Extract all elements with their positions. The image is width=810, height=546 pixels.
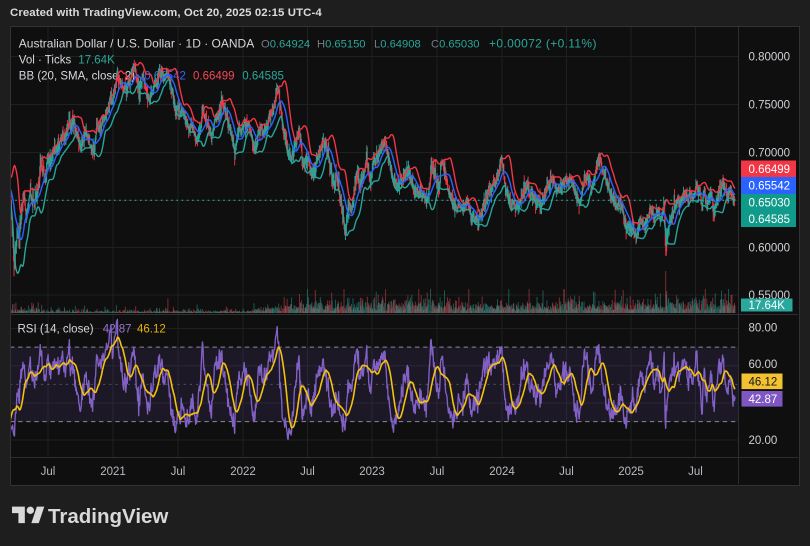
svg-text:2025: 2025 <box>618 466 644 478</box>
svg-text:0.66499: 0.66499 <box>193 70 235 82</box>
svg-text:Jul: Jul <box>41 466 56 478</box>
svg-text:42.87: 42.87 <box>749 394 778 406</box>
svg-text:Jul: Jul <box>171 466 186 478</box>
svg-text:0.64585: 0.64585 <box>749 214 791 226</box>
svg-text:0.75000: 0.75000 <box>749 100 791 112</box>
svg-text:2024: 2024 <box>489 466 515 478</box>
svg-text:Vol · Ticks 17.64K: Vol · Ticks 17.64K <box>19 55 115 67</box>
svg-text:0.65542: 0.65542 <box>749 181 791 193</box>
svg-text:Jul: Jul <box>559 466 574 478</box>
svg-text:17.64K: 17.64K <box>749 300 786 312</box>
svg-text:Australian Dollar / U.S. Dolla: Australian Dollar / U.S. Dollar · 1D · O… <box>19 37 254 51</box>
svg-text:80.00: 80.00 <box>749 323 778 335</box>
svg-text:0.64585: 0.64585 <box>242 70 284 82</box>
svg-text:2021: 2021 <box>100 466 126 478</box>
svg-text:+0.00072 (+0.11%): +0.00072 (+0.11%) <box>489 37 597 51</box>
svg-text:20.00: 20.00 <box>749 435 778 447</box>
svg-text:2022: 2022 <box>230 466 256 478</box>
svg-text:Jul: Jul <box>430 466 445 478</box>
svg-text:BB (20, SMA, close, 2): BB (20, SMA, close, 2) <box>19 70 135 82</box>
svg-text:0.80000: 0.80000 <box>749 52 791 64</box>
svg-text:Jul: Jul <box>688 466 703 478</box>
svg-text:0.65030: 0.65030 <box>749 197 791 209</box>
svg-text:O0.64924: O0.64924 <box>261 39 310 51</box>
svg-text:0.60000: 0.60000 <box>749 243 791 255</box>
svg-text:H0.65150: H0.65150 <box>317 39 366 51</box>
svg-text:0.70000: 0.70000 <box>749 148 791 160</box>
svg-text:2023: 2023 <box>359 466 385 478</box>
svg-text:60.00: 60.00 <box>749 359 778 371</box>
svg-text:L0.64908: L0.64908 <box>374 39 421 51</box>
svg-text:46.12: 46.12 <box>749 377 778 389</box>
svg-text:C0.65030: C0.65030 <box>431 39 480 51</box>
svg-text:Jul: Jul <box>300 466 315 478</box>
svg-text:0.66499: 0.66499 <box>749 164 791 176</box>
